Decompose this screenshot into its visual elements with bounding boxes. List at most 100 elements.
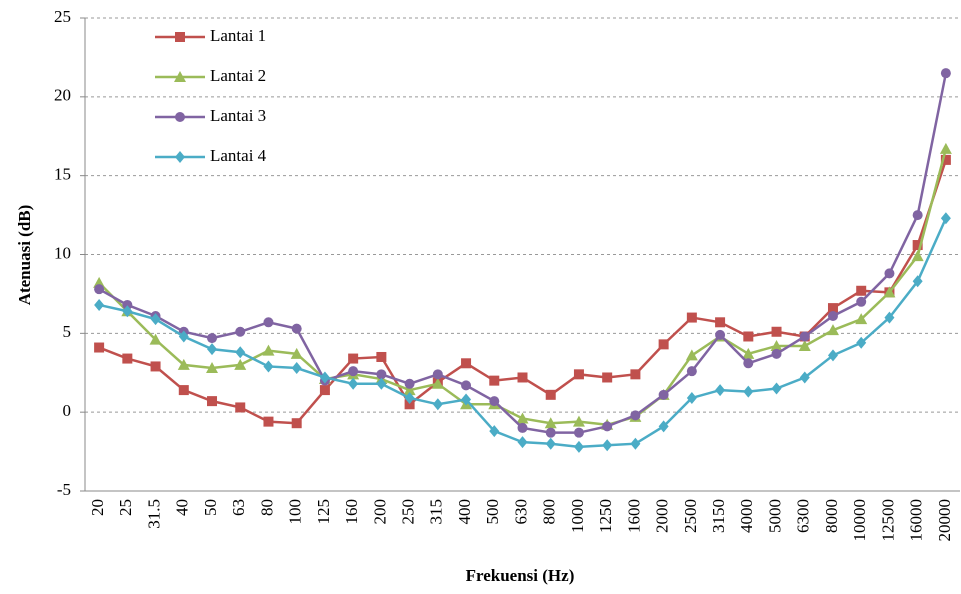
x-tick-label: 250 — [399, 499, 418, 525]
marker — [489, 396, 500, 407]
x-axis-label: Frekuensi (Hz) — [466, 566, 575, 585]
x-tick-label: 400 — [455, 499, 474, 525]
x-tick-label: 4000 — [737, 499, 756, 533]
x-tick-label: 6300 — [794, 499, 813, 533]
marker — [770, 339, 783, 351]
marker — [461, 380, 472, 391]
marker — [912, 240, 923, 251]
marker — [799, 371, 810, 384]
marker — [404, 391, 415, 404]
marker — [856, 336, 867, 349]
x-tick-label: 100 — [286, 499, 305, 525]
marker — [206, 362, 219, 374]
legend-marker — [174, 71, 186, 82]
marker — [686, 366, 697, 377]
legend-label: Lantai 3 — [210, 106, 266, 125]
marker — [489, 425, 500, 438]
x-tick-label: 2000 — [653, 499, 672, 533]
marker — [348, 366, 359, 377]
y-tick-label: 0 — [63, 401, 72, 420]
x-tick-label: 80 — [257, 499, 276, 516]
marker — [685, 349, 698, 361]
marker — [544, 417, 557, 429]
marker — [715, 329, 726, 340]
x-tick-label: 12500 — [878, 499, 897, 542]
marker — [431, 377, 444, 389]
marker — [827, 303, 838, 314]
marker — [771, 348, 782, 359]
x-tick-label: 20000 — [935, 499, 954, 542]
marker — [545, 437, 556, 450]
legend-marker — [175, 151, 185, 163]
marker — [263, 416, 274, 427]
x-tick-label: 1000 — [568, 499, 587, 533]
x-tick-label: 800 — [540, 499, 559, 525]
marker — [856, 296, 867, 307]
x-tick-label: 10000 — [850, 499, 869, 542]
marker — [911, 250, 924, 262]
marker — [263, 317, 274, 328]
legend-label: Lantai 2 — [210, 66, 266, 85]
x-tick-label: 125 — [314, 499, 333, 525]
marker — [658, 389, 669, 400]
marker — [884, 268, 895, 279]
marker — [855, 313, 868, 325]
marker — [432, 398, 443, 411]
marker — [827, 349, 838, 362]
marker — [517, 372, 528, 383]
marker — [686, 312, 697, 323]
marker — [290, 347, 303, 359]
marker — [799, 331, 810, 342]
marker — [94, 284, 105, 295]
marker — [743, 358, 754, 369]
marker — [150, 313, 161, 326]
legend-label: Lantai 1 — [210, 26, 266, 45]
marker — [122, 353, 133, 364]
marker — [348, 353, 359, 364]
x-tick-label: 3150 — [709, 499, 728, 533]
x-tick-label: 500 — [483, 499, 502, 525]
x-tick-label: 16000 — [907, 499, 926, 542]
marker — [94, 298, 105, 311]
marker — [715, 317, 726, 328]
marker — [939, 142, 952, 154]
y-tick-label: 25 — [54, 7, 71, 26]
marker — [940, 68, 951, 79]
marker — [207, 343, 218, 356]
marker — [150, 361, 161, 372]
y-tick-label: 10 — [54, 243, 71, 262]
x-tick-label: 630 — [511, 499, 530, 525]
marker — [912, 210, 923, 221]
marker — [658, 339, 669, 350]
marker — [291, 362, 302, 375]
x-tick-label: 5000 — [765, 499, 784, 533]
marker — [207, 333, 218, 344]
marker — [404, 399, 415, 410]
y-tick-label: -5 — [57, 480, 71, 499]
marker — [432, 369, 443, 380]
marker — [743, 385, 754, 398]
marker — [263, 360, 274, 373]
marker — [545, 427, 556, 438]
x-tick-label: 200 — [370, 499, 389, 525]
marker — [884, 311, 895, 324]
marker — [630, 437, 641, 450]
marker — [235, 402, 246, 413]
marker — [573, 369, 584, 380]
marker — [178, 385, 189, 396]
marker — [826, 324, 839, 336]
marker — [517, 436, 528, 449]
marker — [602, 372, 613, 383]
marker — [771, 382, 782, 395]
marker — [517, 422, 528, 433]
marker — [883, 286, 896, 298]
marker — [658, 420, 669, 433]
marker — [376, 377, 387, 390]
marker — [516, 412, 529, 424]
marker — [686, 391, 697, 404]
marker — [348, 377, 359, 390]
marker — [177, 358, 190, 370]
marker — [573, 427, 584, 438]
marker — [122, 305, 133, 318]
x-tick-label: 40 — [173, 499, 192, 516]
